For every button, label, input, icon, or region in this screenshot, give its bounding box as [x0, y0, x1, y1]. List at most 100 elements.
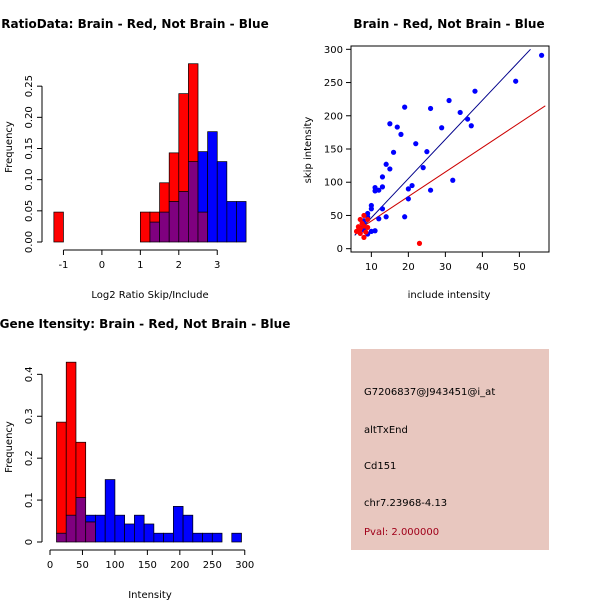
ratio-histogram: -1 0 1 2 3 0.00 0.05 0.10 0.15 0.20 0.25 — [24, 63, 247, 271]
scatter-y-tick-label: 100 — [324, 178, 343, 189]
intensity-bar-brain — [65, 361, 77, 516]
scatter-point-brain — [357, 216, 363, 223]
scatter-fit-brain — [354, 105, 546, 233]
ratio-y-tick-label: 0.05 — [24, 200, 35, 222]
intensity-bar-brain — [75, 441, 87, 498]
ratio-histogram-xlabel: Log2 Ratio Skip/Include — [91, 290, 208, 301]
gene-name: Cd151 — [364, 461, 397, 472]
ratio-bar-brain — [149, 211, 160, 223]
intensity-bar-not-brain — [211, 532, 223, 543]
scatter-y-tick-label: 50 — [330, 211, 343, 222]
scatter-point-not-brain — [394, 124, 400, 130]
scatter-y-tick-label: 200 — [324, 111, 343, 122]
intensity-x-tick-label: 50 — [76, 560, 89, 571]
intensity-bar-overlap — [65, 514, 77, 543]
ratio-x-tick-label: 1 — [137, 260, 143, 271]
scatter-point-not-brain — [379, 174, 386, 180]
intensity-bar-overlap — [85, 521, 96, 543]
scatter-point-not-brain — [383, 161, 389, 167]
intensity-bar-not-brain — [134, 514, 145, 543]
intensity-x-tick-label: 100 — [105, 560, 124, 571]
intensity-y-tick-label: 0.1 — [24, 492, 35, 508]
intensity-bar-not-brain — [124, 523, 135, 543]
intensity-x-tick-label: 150 — [138, 560, 157, 571]
scatter-point-not-brain — [427, 187, 434, 193]
ratio-histogram-title: RatioData: Brain - Red, Not Brain - Blue — [1, 17, 268, 31]
scatter-point-not-brain — [390, 149, 397, 155]
scatter-point-not-brain — [538, 52, 545, 58]
ratio-y-tick-label: 0.10 — [24, 169, 35, 191]
ratio-bar-not-brain — [226, 201, 237, 243]
ratio-x-tick-label: 0 — [99, 260, 105, 271]
probe-id: G7206837@J943451@i_at — [364, 387, 496, 398]
intensity-y-tick-label: 0.2 — [24, 450, 35, 466]
p-value: Pval: 2.000000 — [364, 527, 440, 538]
intensity-bar-not-brain — [85, 514, 96, 523]
scatter-plot-title: Brain - Red, Not Brain - Blue — [353, 17, 544, 31]
scatter-point-not-brain — [457, 109, 463, 116]
scatter-point-not-brain — [513, 78, 519, 84]
scatter-point-not-brain — [405, 196, 411, 202]
ratio-histogram-ylabel: Frequency — [4, 121, 15, 173]
intensity-scatter-plot: 10 20 30 40 50 0 50 100 150 200 250 300 — [324, 45, 550, 273]
intensity-bar-not-brain — [143, 523, 155, 543]
ratio-bar-overlap — [168, 201, 180, 243]
ratio-bar-brain — [139, 211, 151, 243]
scatter-point-not-brain — [427, 105, 434, 112]
scatter-point-not-brain — [439, 125, 445, 131]
scatter-point-not-brain — [409, 182, 415, 189]
intensity-histogram-xlabel: Intensity — [128, 590, 172, 600]
intensity-bar-not-brain — [104, 479, 116, 543]
ratio-bar-brain — [178, 93, 189, 192]
scatter-fit-not-brain — [354, 48, 531, 236]
scatter-point-not-brain — [402, 214, 408, 220]
scatter-point-not-brain — [446, 97, 452, 104]
event-type: altTxEnd — [364, 425, 408, 436]
ratio-x-tick-label: 2 — [176, 260, 182, 271]
ratio-bar-not-brain — [207, 131, 218, 243]
intensity-bar-brain — [56, 421, 67, 534]
intensity-x-tick-label: 250 — [203, 560, 222, 571]
scatter-point-not-brain — [379, 184, 386, 190]
scatter-x-tick-label: 20 — [402, 262, 415, 273]
intensity-y-tick-label: 0.3 — [24, 408, 35, 424]
scatter-point-not-brain — [379, 206, 386, 212]
intensity-bar-not-brain — [163, 532, 174, 543]
scatter-point-not-brain — [413, 141, 419, 147]
scatter-y-tick-label: 150 — [324, 145, 343, 156]
scatter-point-brain — [365, 216, 371, 223]
scatter-y-tick-label: 300 — [324, 45, 343, 56]
ratio-x-tick-label: 3 — [214, 260, 220, 271]
ratio-y-tick-label: 0.20 — [24, 106, 35, 128]
ratio-bar-overlap — [178, 191, 189, 243]
intensity-bar-not-brain — [202, 532, 213, 543]
scatter-x-tick-label: 40 — [476, 262, 489, 273]
scatter-point-brain — [355, 227, 362, 233]
intensity-histogram: 0 50 100 150 200 250 300 0 0.1 0.2 0.3 0.4 — [24, 361, 254, 571]
ratio-bar-overlap — [149, 221, 160, 243]
ratio-bar-overlap — [197, 211, 208, 243]
intensity-bar-not-brain — [182, 514, 194, 543]
scatter-point-not-brain — [405, 186, 411, 192]
intensity-histogram-title: Gene Itensity: Brain - Red, Not Brain - … — [0, 317, 290, 331]
scatter-point-not-brain — [424, 149, 430, 155]
genomic-location: chr7.23968-4.13 — [364, 498, 448, 509]
scatter-point-brain — [363, 229, 369, 235]
intensity-y-tick-label: 0 — [24, 539, 35, 545]
scatter-point-brain — [361, 234, 367, 240]
intensity-bar-not-brain — [95, 514, 106, 543]
scatter-x-tick-label: 10 — [365, 262, 378, 273]
ratio-bar-brain — [159, 182, 170, 213]
ratio-y-tick-label: 0.00 — [24, 231, 35, 253]
scatter-point-not-brain — [372, 184, 378, 191]
intensity-bar-overlap — [56, 532, 67, 543]
scatter-x-tick-label: 30 — [439, 262, 452, 273]
scatter-plot-xlabel: include intensity — [408, 290, 491, 301]
scatter-plot-frame — [350, 45, 550, 253]
ratio-bar-not-brain — [216, 161, 228, 243]
scatter-point-not-brain — [464, 116, 471, 122]
scatter-point-not-brain — [372, 228, 378, 234]
intensity-bar-not-brain — [114, 514, 126, 543]
scatter-point-brain — [365, 224, 371, 231]
